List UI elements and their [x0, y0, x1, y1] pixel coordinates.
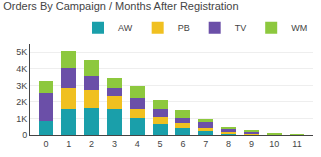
svg-text:2: 2: [89, 139, 94, 149]
svg-text:7: 7: [203, 139, 208, 149]
svg-text:11: 11: [292, 139, 301, 149]
svg-text:Orders By Campaign / Months Af: Orders By Campaign / Months After Regist…: [3, 0, 238, 12]
svg-text:9: 9: [249, 139, 254, 149]
svg-text:AW: AW: [118, 23, 133, 33]
svg-text:1: 1: [66, 139, 71, 149]
svg-text:0: 0: [43, 139, 48, 149]
svg-text:6: 6: [180, 139, 185, 149]
svg-text:3: 3: [112, 139, 117, 149]
svg-text:5: 5: [158, 139, 163, 149]
svg-text:10: 10: [269, 139, 279, 149]
svg-text:0: 0: [22, 130, 27, 140]
svg-text:4K: 4K: [16, 64, 27, 74]
svg-text:TV: TV: [235, 23, 247, 33]
svg-text:WM: WM: [291, 23, 307, 33]
svg-text:2K: 2K: [16, 97, 27, 107]
svg-text:4: 4: [135, 139, 140, 149]
svg-text:3K: 3K: [16, 81, 27, 91]
svg-text:8: 8: [226, 139, 231, 149]
svg-text:PB: PB: [178, 23, 190, 33]
svg-text:1K: 1K: [16, 114, 27, 124]
svg-text:5K: 5K: [16, 47, 27, 57]
